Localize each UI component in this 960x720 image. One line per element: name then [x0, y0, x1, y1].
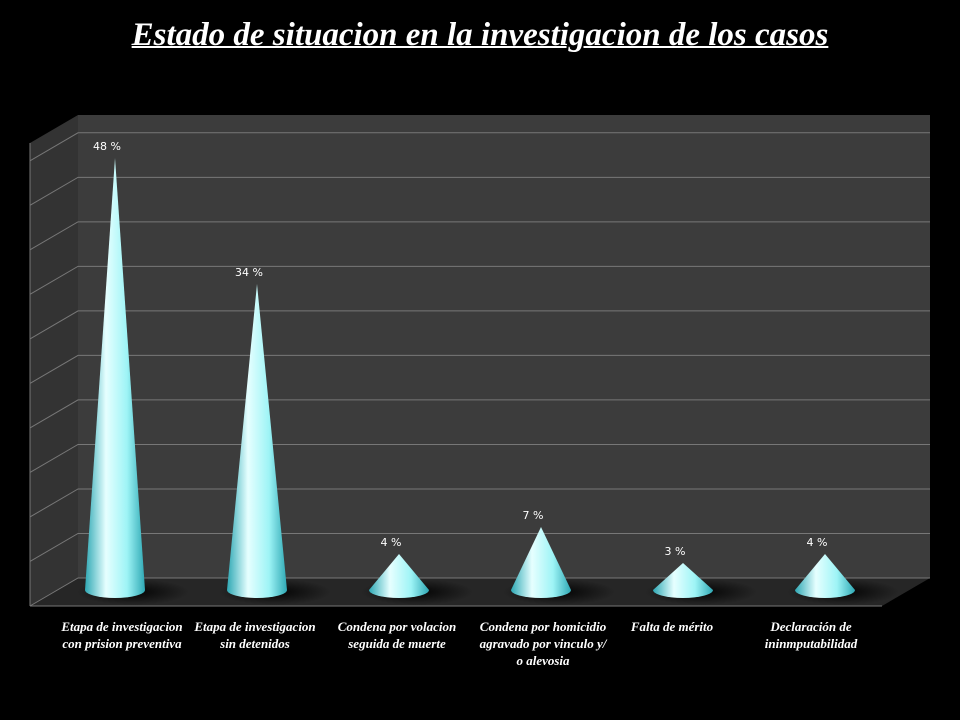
- chart-side-wall: [30, 115, 78, 606]
- cone-bar: [511, 527, 571, 598]
- x-tick-label: Condena por homicidio agravado por vincu…: [479, 619, 607, 668]
- cone-bar: [653, 563, 713, 598]
- gridline: [29, 577, 930, 607]
- data-label: 3 %: [665, 545, 686, 558]
- gridline: [29, 310, 930, 340]
- gridline: [29, 532, 930, 562]
- data-label: 34 %: [235, 266, 263, 279]
- data-label: 7 %: [523, 509, 544, 522]
- x-tick-label: Declaración de ininmputabilidad: [764, 619, 858, 651]
- x-tick-label: Etapa de investigacion sin detenidos: [194, 619, 316, 651]
- chart-title: Estado de situacion en la investigacion …: [131, 17, 829, 53]
- gridline: [29, 443, 930, 473]
- data-label: 48 %: [93, 140, 121, 153]
- gridline: [29, 354, 930, 384]
- data-label: 4 %: [381, 536, 402, 549]
- gridline: [29, 132, 930, 162]
- gridline: [29, 399, 930, 429]
- gridline: [29, 488, 930, 518]
- gridline: [29, 176, 930, 206]
- x-tick-label: Condena por volacion seguida de muerte: [337, 619, 457, 651]
- data-label: 4 %: [807, 536, 828, 549]
- gridline: [29, 265, 930, 295]
- x-tick-label: Etapa de investigacion con prision preve…: [61, 619, 183, 651]
- cone-bar: [85, 158, 145, 598]
- chart-back-wall: [78, 115, 930, 578]
- gridline: [29, 221, 930, 251]
- cone-bar: [795, 554, 855, 598]
- x-tick-label: Falta de mérito: [630, 619, 714, 634]
- cone-bar: [227, 284, 287, 598]
- cone-bar: [369, 554, 429, 598]
